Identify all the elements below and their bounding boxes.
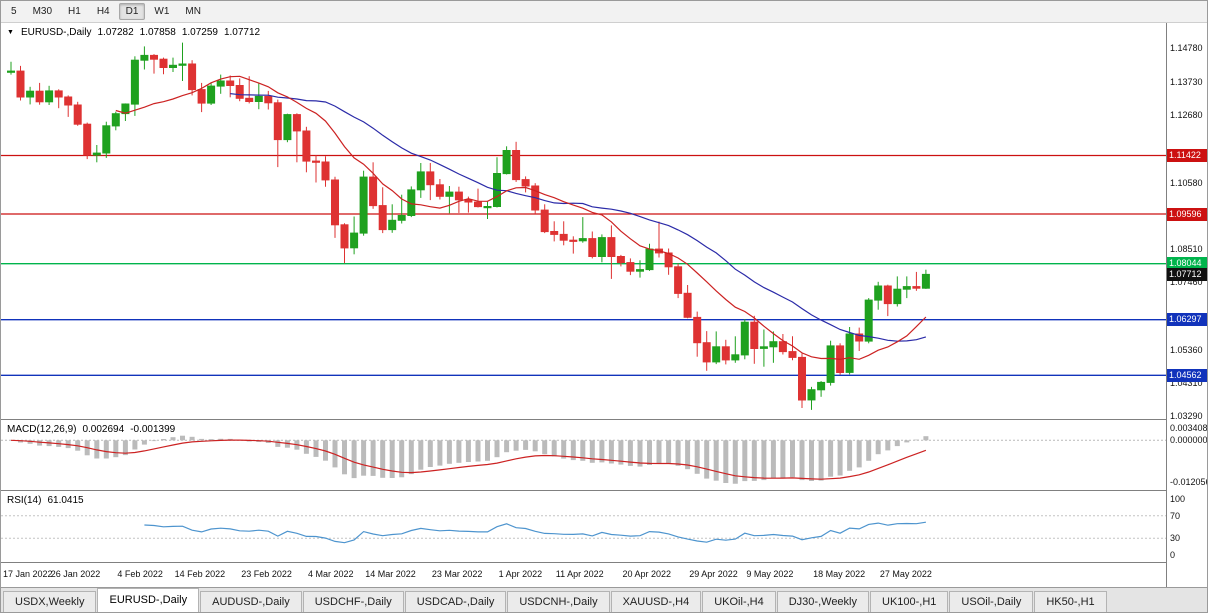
tab-usdchf-daily[interactable]: USDCHF-,Daily bbox=[302, 591, 404, 612]
ohlc-low: 1.07259 bbox=[181, 27, 218, 38]
date-axis-label: 14 Mar 2022 bbox=[365, 569, 416, 579]
rsi-chart[interactable] bbox=[1, 491, 1166, 562]
price-axis-label: 1.13730 bbox=[1170, 76, 1203, 87]
macd-indicator-pane[interactable]: MACD(12,26,9) 0.002694 -0.001399 bbox=[1, 420, 1166, 490]
tab-uk100-h1[interactable]: UK100-,H1 bbox=[870, 591, 949, 612]
date-axis-label: 4 Mar 2022 bbox=[308, 569, 354, 579]
ohlc-high: 1.07858 bbox=[139, 27, 176, 38]
level-price-badge: 1.04562 bbox=[1167, 368, 1207, 382]
period-button-d1[interactable]: D1 bbox=[118, 3, 146, 20]
macd-main-value: 0.002694 bbox=[82, 424, 125, 435]
tab-usdcad-daily[interactable]: USDCAD-,Daily bbox=[404, 591, 507, 612]
period-button-h4[interactable]: H4 bbox=[96, 6, 110, 17]
price-axis-label: 1.14780 bbox=[1170, 43, 1203, 53]
date-axis-label: 9 May 2022 bbox=[746, 569, 794, 579]
chart-area: ▼ EURUSD-,Daily 1.07282 1.07858 1.07259 … bbox=[1, 23, 1208, 589]
level-price-badge: 1.09596 bbox=[1167, 207, 1207, 221]
date-axis-label: 14 Feb 2022 bbox=[174, 569, 226, 579]
price-axis-label: 1.05360 bbox=[1170, 344, 1203, 355]
period-button-h1[interactable]: H1 bbox=[68, 6, 81, 17]
rsi-axis-label: 100 bbox=[1170, 494, 1186, 504]
tab-usdx-weekly[interactable]: USDX,Weekly bbox=[3, 591, 97, 612]
price-axis[interactable]: 1.14780 1.13730 1.12680 1.10580 1.08510 1.074… bbox=[1167, 23, 1208, 589]
level-price-badge: 1.11422 bbox=[1167, 149, 1207, 163]
price-axis-label: 1.08510 bbox=[1170, 243, 1203, 254]
period-button-m30[interactable]: M30 bbox=[32, 6, 53, 17]
macd-label: MACD(12,26,9) bbox=[7, 424, 77, 435]
macd-axis-label: -0.012056 bbox=[1170, 477, 1208, 488]
tab-ukoil-h4[interactable]: UKOil-,H4 bbox=[702, 591, 776, 612]
current-price-badge: 1.07712 bbox=[1167, 267, 1207, 281]
level-price-badge: 1.08044 bbox=[1167, 257, 1207, 271]
date-axis[interactable]: 17 Jan 2022 26 Jan 2022 4 Feb 2022 14 Feb 2… bbox=[1, 563, 1166, 589]
period-button-w1[interactable]: W1 bbox=[154, 6, 170, 17]
period-button-mn[interactable]: MN bbox=[185, 6, 201, 17]
macd-chart[interactable] bbox=[1, 420, 1166, 490]
rsi-indicator-pane[interactable]: RSI(14) 61.0415 bbox=[1, 491, 1166, 562]
tab-usoil-daily[interactable]: USOil-,Daily bbox=[949, 591, 1034, 612]
tab-hk50-h1[interactable]: HK50-,H1 bbox=[1034, 591, 1107, 612]
ohlc-open: 1.07282 bbox=[97, 27, 134, 38]
date-axis-label: 4 Feb 2022 bbox=[117, 569, 163, 579]
rsi-value: 61.0415 bbox=[47, 495, 84, 506]
tab-usdcnh-daily[interactable]: USDCNH-,Daily bbox=[507, 591, 610, 612]
macd-axis-label: 0.000000 bbox=[1170, 435, 1208, 446]
price-axis-label: 1.07460 bbox=[1170, 277, 1203, 288]
date-axis-label: 1 Apr 2022 bbox=[498, 569, 543, 579]
chart-title: ▼ EURUSD-,Daily 1.07282 1.07858 1.07259 … bbox=[7, 27, 260, 38]
rsi-label: RSI(14) bbox=[7, 495, 42, 506]
period-button-5[interactable]: 5 bbox=[11, 6, 17, 17]
ohlc-close: 1.07712 bbox=[223, 27, 261, 38]
tab-dj30-weekly[interactable]: DJ30-,Weekly bbox=[776, 591, 869, 612]
candlestick-chart[interactable] bbox=[1, 23, 1166, 419]
main-chart-pane[interactable]: ▼ EURUSD-,Daily 1.07282 1.07858 1.07259 … bbox=[1, 23, 1166, 419]
price-axis-label: 1.04310 bbox=[1170, 378, 1203, 389]
tab-eurusd-daily[interactable]: EURUSD-,Daily bbox=[97, 588, 200, 612]
pane-separator[interactable] bbox=[1, 419, 1207, 420]
rsi-axis-label: 70 bbox=[1170, 510, 1181, 521]
tab-audusd-daily[interactable]: AUDUSD-,Daily bbox=[200, 591, 302, 612]
price-axis-label: 1.10580 bbox=[1170, 177, 1203, 188]
level-price-badge: 1.06297 bbox=[1167, 313, 1207, 327]
bottom-tabbar: USDX,Weekly EURUSD-,Daily AUDUSD-,Daily USD… bbox=[1, 587, 1207, 612]
tab-xauusd-h4[interactable]: XAUUSD-,H4 bbox=[610, 591, 702, 612]
date-axis-label: 23 Feb 2022 bbox=[241, 569, 292, 579]
rsi-axis-label: 0 bbox=[1170, 550, 1176, 560]
macd-axis-label: 0.003408 bbox=[1170, 423, 1208, 434]
pane-separator bbox=[1, 562, 1207, 563]
rsi-axis-label: 30 bbox=[1170, 533, 1181, 544]
date-axis-label: 23 Mar 2022 bbox=[431, 569, 483, 579]
period-toolbar: 5 M30 H1 H4 D1 W1 MN bbox=[1, 1, 1207, 23]
date-axis-label: 18 May 2022 bbox=[813, 569, 866, 579]
date-axis-label: 17 Jan 2022 bbox=[3, 569, 53, 579]
chart-dropdown-icon[interactable]: ▼ bbox=[7, 29, 14, 36]
chart-symbol-label: EURUSD-,Daily bbox=[20, 27, 92, 38]
price-axis-separator bbox=[1166, 23, 1167, 589]
date-axis-label: 20 Apr 2022 bbox=[622, 569, 672, 579]
macd-header: MACD(12,26,9) 0.002694 -0.001399 bbox=[7, 424, 175, 435]
rsi-header: RSI(14) 61.0415 bbox=[7, 495, 84, 506]
price-axis-label: 1.03290 bbox=[1170, 411, 1203, 421]
date-axis-label: 11 Apr 2022 bbox=[555, 569, 604, 579]
date-axis-label: 29 Apr 2022 bbox=[689, 569, 738, 579]
macd-signal-value: -0.001399 bbox=[130, 424, 176, 435]
date-axis-label: 27 May 2022 bbox=[879, 569, 932, 579]
price-axis-label: 1.12680 bbox=[1170, 110, 1203, 121]
pane-separator[interactable] bbox=[1, 490, 1207, 491]
date-axis-label: 26 Jan 2022 bbox=[50, 569, 101, 579]
